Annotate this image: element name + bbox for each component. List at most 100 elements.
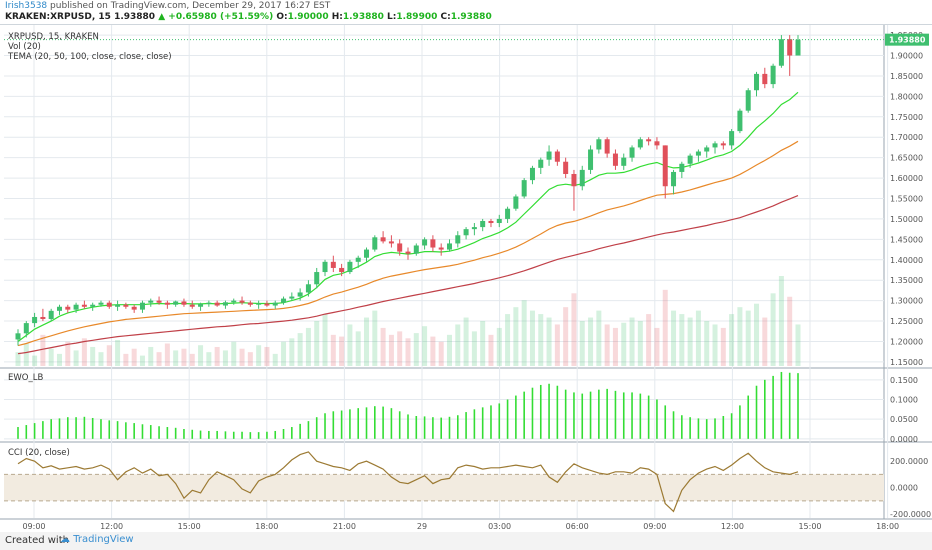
volume-bar: [156, 352, 162, 366]
volume-bar: [164, 343, 170, 366]
price-axis-label: 1.90000: [890, 52, 923, 61]
candle-body: [778, 39, 784, 66]
volume-bar: [413, 333, 419, 366]
volume-bar: [671, 310, 677, 366]
price-axis-label: 1.50000: [890, 215, 923, 224]
candle-body: [206, 302, 212, 304]
volume-bar: [712, 324, 718, 366]
last-price-label: 1.93880: [889, 36, 926, 45]
cci-pane-label: CCI (20, close): [8, 448, 70, 458]
volume-bar: [123, 353, 129, 366]
volume-bar: [330, 334, 336, 366]
candle-body: [737, 110, 743, 132]
tradingview-logo[interactable]: ☁ TradingView: [60, 534, 134, 545]
volume-bar: [65, 341, 71, 366]
volume-bar: [139, 355, 145, 366]
candle-body: [463, 229, 469, 236]
candle-body: [712, 143, 718, 148]
author-link[interactable]: Irish3538: [5, 1, 48, 11]
volume-bar: [737, 307, 743, 366]
candle-body: [123, 304, 129, 307]
volume-bar: [148, 346, 154, 366]
publish-text: published on TradingView.com, December 2…: [50, 1, 331, 11]
volume-bar: [73, 350, 79, 366]
volume-bar: [745, 310, 751, 366]
volume-bar: [372, 310, 378, 366]
candle-body: [612, 153, 618, 166]
volume-bar: [513, 307, 519, 366]
candle-body: [98, 302, 104, 305]
candle-body: [596, 139, 602, 150]
volume-bar: [189, 353, 195, 366]
candle-body: [546, 151, 552, 160]
volume-bar: [778, 276, 784, 366]
time-axis-label: 15:00: [798, 522, 821, 531]
candle-body: [745, 90, 751, 111]
volume-bar: [505, 314, 511, 366]
price-axis-label: 1.40000: [890, 256, 923, 265]
volume-bar: [272, 353, 278, 366]
chart-svg[interactable]: 1.950001.900001.850001.800001.750001.700…: [0, 25, 932, 532]
candle-body: [314, 272, 320, 285]
time-axis-label: 12:00: [721, 522, 744, 531]
volume-bar: [795, 324, 801, 366]
volume-bar: [231, 341, 237, 366]
candle-body: [554, 151, 560, 162]
candle-body: [787, 39, 793, 56]
candle-body: [430, 239, 436, 248]
volume-bar: [455, 324, 461, 366]
time-axis-label: 09:00: [22, 522, 45, 531]
volume-bar: [106, 345, 112, 366]
candle-body: [264, 303, 270, 306]
volume-bar: [579, 321, 585, 366]
candle-body: [148, 300, 154, 303]
volume-bar: [695, 310, 701, 366]
price-pane-label: TEMA (20, 50, 100, close, close, close): [7, 52, 172, 62]
volume-bar: [704, 321, 710, 366]
candle-body: [604, 139, 610, 154]
volume-bar: [405, 338, 411, 366]
volume-bar: [770, 293, 776, 366]
candle-body: [729, 131, 735, 146]
volume-bar: [596, 310, 602, 366]
price-axis-label: 1.60000: [890, 174, 923, 183]
candle-body: [695, 151, 701, 156]
volume-bar: [347, 324, 353, 366]
time-axis-label: 21:00: [333, 522, 356, 531]
candle-body: [222, 302, 228, 306]
volume-bar: [662, 289, 668, 366]
volume-bar: [787, 296, 793, 366]
volume-bar: [679, 314, 685, 366]
ewo-axis-label: 0.0500: [890, 415, 918, 424]
volume-bar: [314, 321, 320, 366]
candle-body: [762, 73, 768, 85]
ewo-axis-label: 0.1500: [890, 376, 918, 385]
candle-body: [214, 302, 220, 306]
ewo-pane-label: EWO_LB: [8, 373, 43, 383]
high-value: 1.93880: [342, 12, 384, 22]
price-axis-label: 1.45000: [890, 235, 923, 244]
volume-bar: [181, 348, 187, 366]
candle-body: [305, 284, 311, 293]
time-axis-label: 18:00: [255, 522, 278, 531]
volume-bar: [588, 317, 594, 366]
last-price: 1.93880: [114, 12, 156, 22]
volume-bar: [339, 336, 345, 366]
time-axis-label: 09:00: [643, 522, 666, 531]
cci-band: [4, 474, 884, 501]
ohlc-readout: KRAKEN:XRPUSD, 15 1.93880 ▲ +0.65980 (+5…: [5, 12, 492, 22]
chart-area[interactable]: 1.950001.900001.850001.800001.750001.700…: [0, 24, 932, 532]
volume-bar: [256, 345, 262, 366]
candle-body: [106, 302, 112, 307]
volume-bar: [397, 331, 403, 366]
volume-bar: [206, 352, 212, 366]
candle-body: [654, 141, 660, 146]
close-value: 1.93880: [450, 12, 492, 22]
time-axis-label: 03:00: [488, 522, 511, 531]
candle-body: [455, 235, 461, 244]
volume-bar: [23, 343, 29, 366]
candle-body: [289, 296, 295, 299]
candle-body: [754, 73, 760, 91]
candle-body: [662, 145, 668, 187]
brand-name: TradingView: [73, 534, 134, 545]
